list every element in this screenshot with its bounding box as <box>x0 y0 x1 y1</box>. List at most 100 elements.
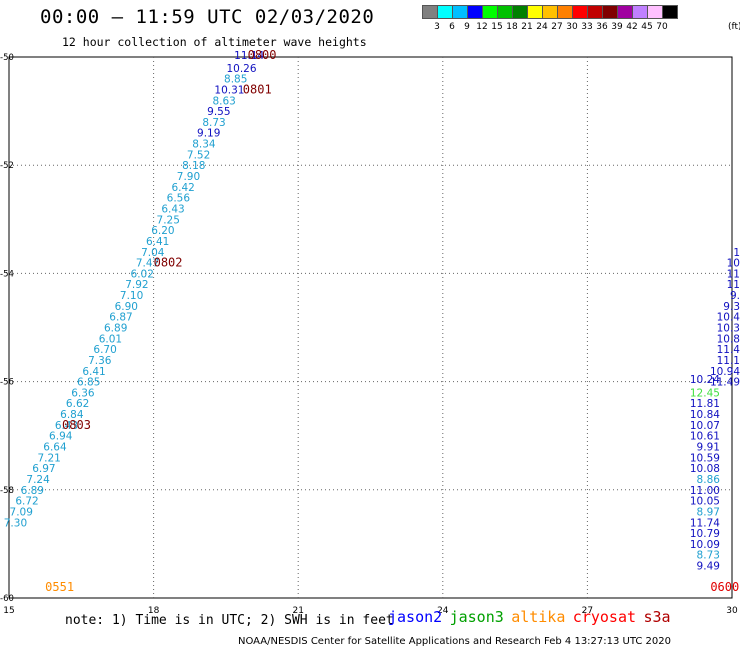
swh-value: 6.87 <box>109 312 132 324</box>
swh-value: 6.72 <box>15 496 38 508</box>
scale-label: 45 <box>641 22 653 32</box>
swh-value: 6.43 <box>161 203 184 215</box>
x-tick-label: 18 <box>148 606 160 616</box>
swh-value-edge: 10.3 <box>717 323 740 335</box>
swh-value-edge: 10.8 <box>717 333 740 345</box>
swh-value: 7.36 <box>88 355 112 367</box>
swh-value: 7.52 <box>187 149 210 161</box>
x-tick-label: 24 <box>437 606 449 616</box>
legend-altika: altika <box>511 608 566 626</box>
y-tick-label: -54 <box>0 269 14 279</box>
swh-value: 6.02 <box>131 268 154 280</box>
footer-note: note: 1) Time is in UTC; 2) SWH is in fe… <box>65 613 394 628</box>
swh-value: 11.14 <box>234 50 264 62</box>
swh-value-edge: 11.4 <box>717 344 740 356</box>
y-tick-label: -50 <box>0 53 14 63</box>
swh-value-right-track: 10.84 <box>690 409 720 421</box>
swh-value-right-track: 11.81 <box>690 398 720 410</box>
scale-label: 3 <box>434 22 440 32</box>
swh-value: 7.47 <box>136 258 159 270</box>
page-title: 00:00 – 11:59 UTC 02/03/2020 <box>40 6 375 28</box>
color-scale-unit: (ft) <box>728 22 740 32</box>
swh-value-edge: 11 <box>727 268 740 280</box>
swh-value-right-track: 10.07 <box>690 420 720 432</box>
legend-cryosat: cryosat <box>572 608 637 626</box>
swh-value-edge: 10 <box>727 258 740 270</box>
swh-value: 7.10 <box>120 290 143 302</box>
page-subtitle: 12 hour collection of altimeter wave hei… <box>62 35 367 49</box>
swh-value-right-track: 11.00 <box>690 485 720 497</box>
swh-value: 6.70 <box>93 344 116 356</box>
swh-value: 8.18 <box>182 160 205 172</box>
legend-jason2: jason2 <box>388 608 443 626</box>
swh-value-edge: 11 <box>727 279 740 291</box>
scale-label: 33 <box>581 22 593 32</box>
swh-value: 6.90 <box>115 301 138 313</box>
swh-value: 6.97 <box>32 463 55 475</box>
swh-value-right-track: 10.08 <box>690 463 720 475</box>
scale-label: 15 <box>491 22 503 32</box>
swh-value-right-track: 8.97 <box>697 506 720 518</box>
legend-s3a: s3a <box>643 608 671 626</box>
swh-value-right-track: 12.45 <box>690 387 720 399</box>
swh-value: 7.92 <box>125 279 148 291</box>
scale-label: 36 <box>596 22 608 32</box>
swh-value: 6.89 <box>21 485 44 497</box>
swh-value: 7.21 <box>37 452 60 464</box>
scale-label: 18 <box>506 22 518 32</box>
swh-value-edge: 9. <box>730 290 740 302</box>
time-marker: 0802 <box>154 256 183 270</box>
scale-swatch <box>662 5 678 19</box>
swh-value: 6.84 <box>60 409 84 421</box>
swh-value-edge: 11.1 <box>717 355 740 367</box>
swh-value: 6.43 <box>55 420 78 432</box>
y-tick-label: -58 <box>0 486 14 496</box>
swh-value-right-track: 10.61 <box>690 431 720 443</box>
footer-credit: NOAA/NESDIS Center for Satellite Applica… <box>238 636 671 647</box>
swh-value: 6.36 <box>71 387 95 399</box>
swh-value-edge: 11.49 <box>710 377 740 389</box>
x-tick-label: 27 <box>582 606 593 616</box>
swh-value-right-track: 8.73 <box>697 550 720 562</box>
swh-value: 7.24 <box>26 474 50 486</box>
swh-value-edge: 1 <box>733 247 740 259</box>
swh-value-right-track: 10.79 <box>690 528 720 540</box>
scale-label: 27 <box>551 22 563 32</box>
swh-value: 6.42 <box>171 182 194 194</box>
time-marker: 0801 <box>243 82 272 96</box>
swh-value: 10.26 <box>226 63 256 75</box>
swh-value: 6.41 <box>146 236 169 248</box>
x-tick-label: 21 <box>292 606 303 616</box>
scale-label: 21 <box>521 22 533 32</box>
swh-value: 8.63 <box>212 95 235 107</box>
swh-value-right-track: 9.91 <box>697 442 720 454</box>
time-marker: 0803 <box>62 418 91 432</box>
swh-value: 9.55 <box>207 106 230 118</box>
y-tick-label: -56 <box>0 378 14 388</box>
scale-label: 9 <box>464 22 470 32</box>
time-marker: 0551 <box>45 580 74 594</box>
swh-value: 9.19 <box>197 128 220 140</box>
swh-value-edge: 10.4 <box>717 312 740 324</box>
swh-value-right-track: 8.86 <box>697 474 721 486</box>
swh-value-right-track: 9.49 <box>697 561 720 573</box>
swh-value: 6.64 <box>43 442 67 454</box>
scale-label: 39 <box>611 22 623 32</box>
swh-value-right-track: 10.24 <box>690 374 720 386</box>
swh-value: 7.09 <box>10 506 33 518</box>
swh-value: 7.90 <box>177 171 200 183</box>
scale-label: 12 <box>476 22 488 32</box>
color-scale <box>422 5 678 19</box>
time-marker: 0600 <box>710 580 739 594</box>
scale-label: 24 <box>536 22 548 32</box>
scale-label: 30 <box>566 22 578 32</box>
scale-label: 70 <box>656 22 668 32</box>
y-tick-label: -52 <box>0 161 14 171</box>
swh-value: 6.94 <box>49 431 73 443</box>
swh-value: 6.89 <box>104 323 127 335</box>
swh-value: 6.20 <box>151 225 174 237</box>
map-frame <box>8 56 733 599</box>
time-marker: 0800 <box>248 48 277 62</box>
scale-label: 6 <box>449 22 455 32</box>
swh-value-right-track: 10.05 <box>690 496 720 508</box>
